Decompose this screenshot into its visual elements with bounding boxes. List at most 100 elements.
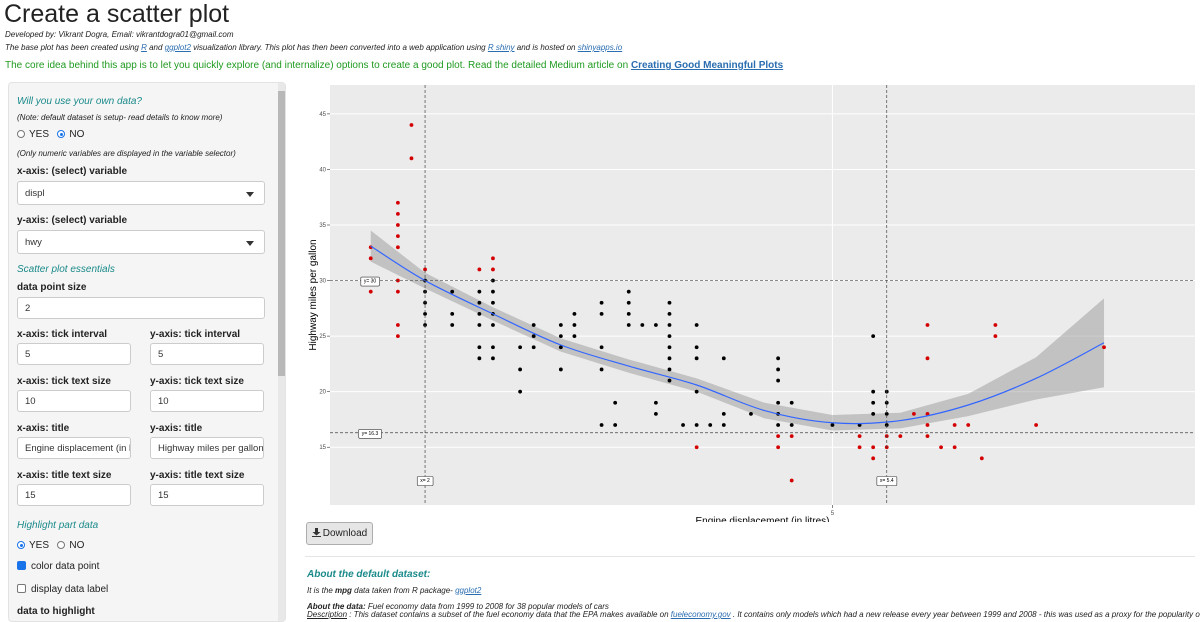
link[interactable]: fueleconomy.gov xyxy=(670,610,731,619)
data-point xyxy=(395,289,400,294)
text: About the data: xyxy=(307,602,366,611)
y-tick-label: 45 xyxy=(319,112,326,118)
data-point xyxy=(749,411,753,416)
data-point xyxy=(558,345,563,350)
data-point xyxy=(395,223,400,227)
data-point xyxy=(613,400,618,405)
section-title: Scatter plot essentials xyxy=(17,264,115,275)
text: and is hosted on xyxy=(514,43,578,52)
data-point xyxy=(925,356,930,361)
data-point xyxy=(789,400,794,405)
y-tick-label: 35 xyxy=(319,223,326,229)
data-point xyxy=(993,323,998,327)
data-point xyxy=(776,378,781,383)
data-point xyxy=(912,411,916,416)
data-point xyxy=(491,267,495,272)
input[interactable]: 15 xyxy=(150,484,264,506)
checkbox[interactable]: display data label xyxy=(17,584,108,595)
data-point xyxy=(477,356,482,361)
link[interactable]: ggplot2 xyxy=(455,586,482,595)
input[interactable]: 10 xyxy=(17,390,131,412)
about-description: Description : This dataset contains a su… xyxy=(307,610,1200,619)
note: (Note: default dataset is setup- read de… xyxy=(17,113,223,122)
data-point xyxy=(599,367,604,372)
data-point xyxy=(776,434,781,439)
data-point xyxy=(993,334,998,339)
data-point xyxy=(626,300,631,305)
radio[interactable]: YES xyxy=(17,540,49,551)
text: . It contains only models which had a ne… xyxy=(730,610,1200,619)
about-data: About the data: Fuel economy data from 1… xyxy=(307,602,609,611)
input[interactable]: 10 xyxy=(150,390,264,412)
data-point xyxy=(871,334,876,339)
input[interactable]: 2 xyxy=(17,297,265,319)
data-point xyxy=(423,267,427,272)
y-tick-label: 40 xyxy=(319,167,326,173)
data-point xyxy=(694,389,699,394)
data-point xyxy=(721,411,726,416)
data-point xyxy=(626,323,631,327)
data-point xyxy=(654,411,658,416)
data-point xyxy=(477,345,482,350)
field-label: y-axis: title text size xyxy=(150,470,245,481)
data-point xyxy=(450,311,455,316)
data-point xyxy=(952,423,957,427)
checkbox-label: color data point xyxy=(31,561,100,572)
data-point xyxy=(491,256,495,261)
data-point xyxy=(830,423,835,427)
scrollbar[interactable] xyxy=(278,83,285,621)
text: data taken from R package- xyxy=(351,586,456,595)
radio-label: NO xyxy=(69,129,85,140)
input[interactable]: 15 xyxy=(17,484,131,506)
data-point xyxy=(572,311,577,316)
link[interactable]: ggplot2 xyxy=(164,43,191,52)
link[interactable]: R shiny xyxy=(487,43,515,52)
data-point xyxy=(518,345,523,350)
base-line: The base plot has been created using R a… xyxy=(5,43,622,52)
link[interactable]: Creating Good Meaningful Plots xyxy=(630,60,784,71)
data-point xyxy=(1102,345,1106,350)
radio[interactable]: NO xyxy=(57,129,84,140)
data-point xyxy=(776,356,781,361)
data-point xyxy=(884,411,889,416)
input[interactable]: Engine displacement (in litres) xyxy=(17,437,131,459)
data-point xyxy=(721,423,726,427)
caret xyxy=(246,241,254,246)
select[interactable]: displ xyxy=(17,181,265,205)
data-point xyxy=(898,434,903,439)
reference-label-text: x= 2 xyxy=(420,478,430,484)
about-source: It is the mpg data taken from R package-… xyxy=(307,586,481,595)
data-point xyxy=(871,400,876,405)
data-point xyxy=(518,367,523,372)
radio-label: NO xyxy=(69,540,85,551)
text: It is the xyxy=(307,586,336,595)
data-point xyxy=(667,311,672,316)
data-point xyxy=(395,234,400,239)
input[interactable]: 5 xyxy=(150,343,264,365)
data-point xyxy=(667,356,672,361)
select[interactable]: hwy xyxy=(17,230,265,254)
section-title: Will you use your own data? xyxy=(17,96,142,107)
text: visualization library. This plot has the… xyxy=(190,43,488,52)
field-label: y-axis: tick interval xyxy=(150,329,241,340)
field-label: data to highlight xyxy=(17,606,95,617)
radio[interactable]: NO xyxy=(57,540,84,551)
data-point xyxy=(395,200,400,205)
link[interactable]: shinyapps.io xyxy=(577,43,623,52)
download-button[interactable]: Download xyxy=(306,522,373,545)
data-point xyxy=(395,334,400,339)
checkbox[interactable]: color data point xyxy=(17,561,99,572)
input[interactable]: 5 xyxy=(17,343,131,365)
field-label: x-axis: tick interval xyxy=(17,329,108,340)
radio[interactable]: YES xyxy=(17,129,49,140)
data-point xyxy=(599,423,604,427)
data-point xyxy=(599,300,604,305)
select-value: displ xyxy=(25,188,45,199)
link[interactable]: R xyxy=(141,43,147,52)
data-point xyxy=(871,456,876,461)
data-point xyxy=(395,323,400,327)
input[interactable]: Highway miles per gallon xyxy=(150,437,264,459)
label-box xyxy=(416,476,434,486)
scroll-thumb[interactable] xyxy=(278,91,285,376)
